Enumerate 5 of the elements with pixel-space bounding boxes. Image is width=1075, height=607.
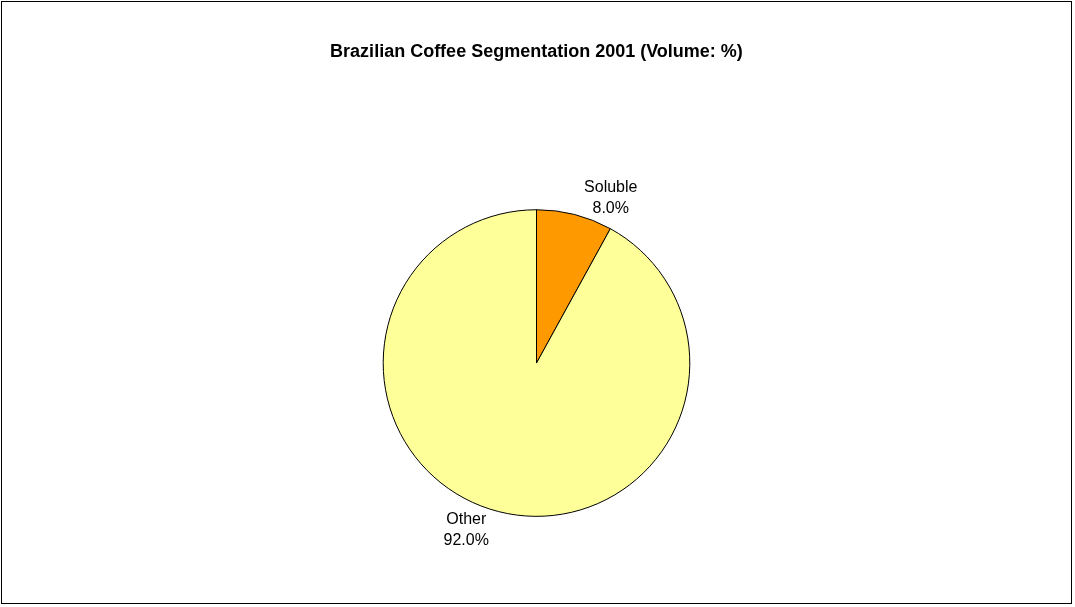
slice-label: Other bbox=[446, 510, 487, 528]
data-label: 92.0% bbox=[443, 531, 489, 549]
chart-title: Brazilian Coffee Segmentation 2001 (Volume: %) bbox=[330, 40, 743, 61]
slice-label: Soluble bbox=[584, 177, 638, 195]
data-label: 8.0% bbox=[592, 198, 629, 216]
